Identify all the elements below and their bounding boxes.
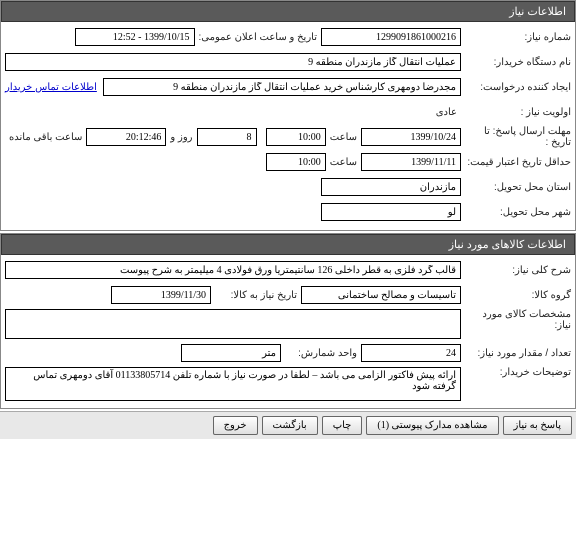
- priority-label: اولویت نیاز :: [461, 107, 571, 118]
- time-label-1: ساعت: [326, 132, 361, 143]
- buyer-org-label: نام دستگاه خریدار:: [461, 57, 571, 68]
- unit-label: واحد شمارش:: [281, 348, 361, 359]
- delivery-province-label: استان محل تحویل:: [461, 182, 571, 193]
- print-button[interactable]: چاپ: [322, 416, 363, 435]
- request-number-field[interactable]: [321, 28, 461, 46]
- priority-value: عادی: [432, 107, 461, 118]
- deadline-time-field[interactable]: [266, 128, 326, 146]
- min-validity-label: حداقل تاریخ اعتبار قیمت:: [461, 157, 571, 168]
- time-label-2: ساعت: [326, 157, 361, 168]
- min-validity-date-field[interactable]: [361, 153, 461, 171]
- attachments-button[interactable]: مشاهده مدارک پیوستی (1): [366, 416, 498, 435]
- remaining-label: ساعت باقی مانده: [5, 132, 86, 143]
- creator-label: ایجاد کننده درخواست:: [461, 82, 571, 93]
- need-info-section: اطلاعات نیاز شماره نیاز: تاریخ و ساعت اع…: [0, 0, 576, 231]
- qty-label: تعداد / مقدار مورد نیاز:: [461, 348, 571, 359]
- delivery-city-field[interactable]: [321, 203, 461, 221]
- respond-button[interactable]: پاسخ به نیاز: [503, 416, 573, 435]
- need-info-header: اطلاعات نیاز: [1, 1, 575, 22]
- spec-label: مشخصات کالای مورد نیاز:: [461, 309, 571, 331]
- remaining-time-field: [86, 128, 166, 146]
- deadline-label: مهلت ارسال پاسخ: تا تاریخ :: [461, 126, 571, 148]
- qty-field[interactable]: [361, 344, 461, 362]
- need-date-label: تاریخ نیاز به کالا:: [211, 290, 301, 301]
- public-datetime-label: تاریخ و ساعت اعلان عمومی:: [195, 32, 322, 43]
- goods-info-header: اطلاعات کالاهای مورد نیاز: [1, 234, 575, 255]
- public-datetime-field[interactable]: [75, 28, 195, 46]
- unit-field[interactable]: [181, 344, 281, 362]
- action-bar: پاسخ به نیاز مشاهده مدارک پیوستی (1) چاپ…: [0, 411, 576, 439]
- notes-label: توضیحات خریدار:: [461, 367, 571, 378]
- need-date-field[interactable]: [111, 286, 211, 304]
- buyer-org-field[interactable]: [5, 53, 461, 71]
- request-number-label: شماره نیاز:: [461, 32, 571, 43]
- creator-field[interactable]: [103, 78, 461, 96]
- min-validity-time-field[interactable]: [266, 153, 326, 171]
- spec-field[interactable]: [5, 309, 461, 339]
- desc-field[interactable]: [5, 261, 461, 279]
- notes-field[interactable]: [5, 367, 461, 401]
- buyer-contact-link[interactable]: اطلاعات تماس خریدار: [5, 82, 97, 93]
- delivery-province-field[interactable]: [321, 178, 461, 196]
- group-label: گروه کالا:: [461, 290, 571, 301]
- exit-button[interactable]: خروج: [213, 416, 258, 435]
- deadline-date-field[interactable]: [361, 128, 461, 146]
- goods-info-section: اطلاعات کالاهای مورد نیاز شرح کلی نیاز: …: [0, 233, 576, 409]
- back-button[interactable]: بازگشت: [262, 416, 318, 435]
- delivery-city-label: شهر محل تحویل:: [461, 207, 571, 218]
- days-label: روز و: [166, 132, 196, 143]
- remaining-days-field: [197, 128, 257, 146]
- group-field[interactable]: [301, 286, 461, 304]
- desc-label: شرح کلی نیاز:: [461, 265, 571, 276]
